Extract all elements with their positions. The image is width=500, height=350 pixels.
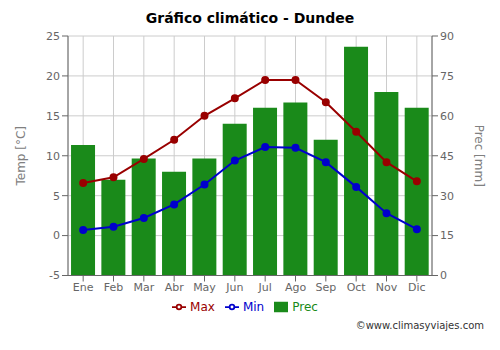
html-text:©www.climasyviajes.com: ©www.climasyviajes.com <box>355 320 484 331</box>
svg-text:0: 0 <box>53 229 60 242</box>
svg-text:45: 45 <box>440 150 454 163</box>
html-text:Min: Min <box>242 299 265 314</box>
svg-text:90: 90 <box>440 30 454 43</box>
svg-text:15: 15 <box>440 229 454 242</box>
svg-text:Prec [mm]: Prec [mm] <box>472 125 486 187</box>
svg-text:Nov: Nov <box>376 281 398 294</box>
svg-text:0: 0 <box>440 269 447 282</box>
svg-text:Ago: Ago <box>285 281 307 294</box>
svg-text:75: 75 <box>440 70 454 83</box>
svg-text:Oct: Oct <box>347 281 367 294</box>
html-text:Max: Max <box>190 299 215 314</box>
svg-text:Abr: Abr <box>165 281 185 294</box>
svg-text:15: 15 <box>46 110 60 123</box>
svg-text:Jul: Jul <box>258 281 272 294</box>
html-text:Prec: Prec <box>292 299 318 314</box>
svg-text:Temp [°C]: Temp [°C] <box>14 126 28 187</box>
svg-text:Ene: Ene <box>73 281 94 294</box>
svg-text:Sep: Sep <box>315 281 336 294</box>
svg-text:20: 20 <box>46 70 60 83</box>
svg-text:Jun: Jun <box>225 281 243 294</box>
svg-text:25: 25 <box>46 30 60 43</box>
svg-text:5: 5 <box>53 190 60 203</box>
html-text:Gráfico climático - Dundee: Gráfico climático - Dundee <box>145 10 355 26</box>
svg-text:-5: -5 <box>49 269 60 282</box>
svg-text:60: 60 <box>440 110 454 123</box>
svg-text:Dic: Dic <box>408 281 426 294</box>
svg-text:10: 10 <box>46 150 60 163</box>
svg-text:30: 30 <box>440 190 454 203</box>
svg-text:Mar: Mar <box>133 281 154 294</box>
svg-text:May: May <box>193 281 216 294</box>
svg-text:Feb: Feb <box>104 281 123 294</box>
